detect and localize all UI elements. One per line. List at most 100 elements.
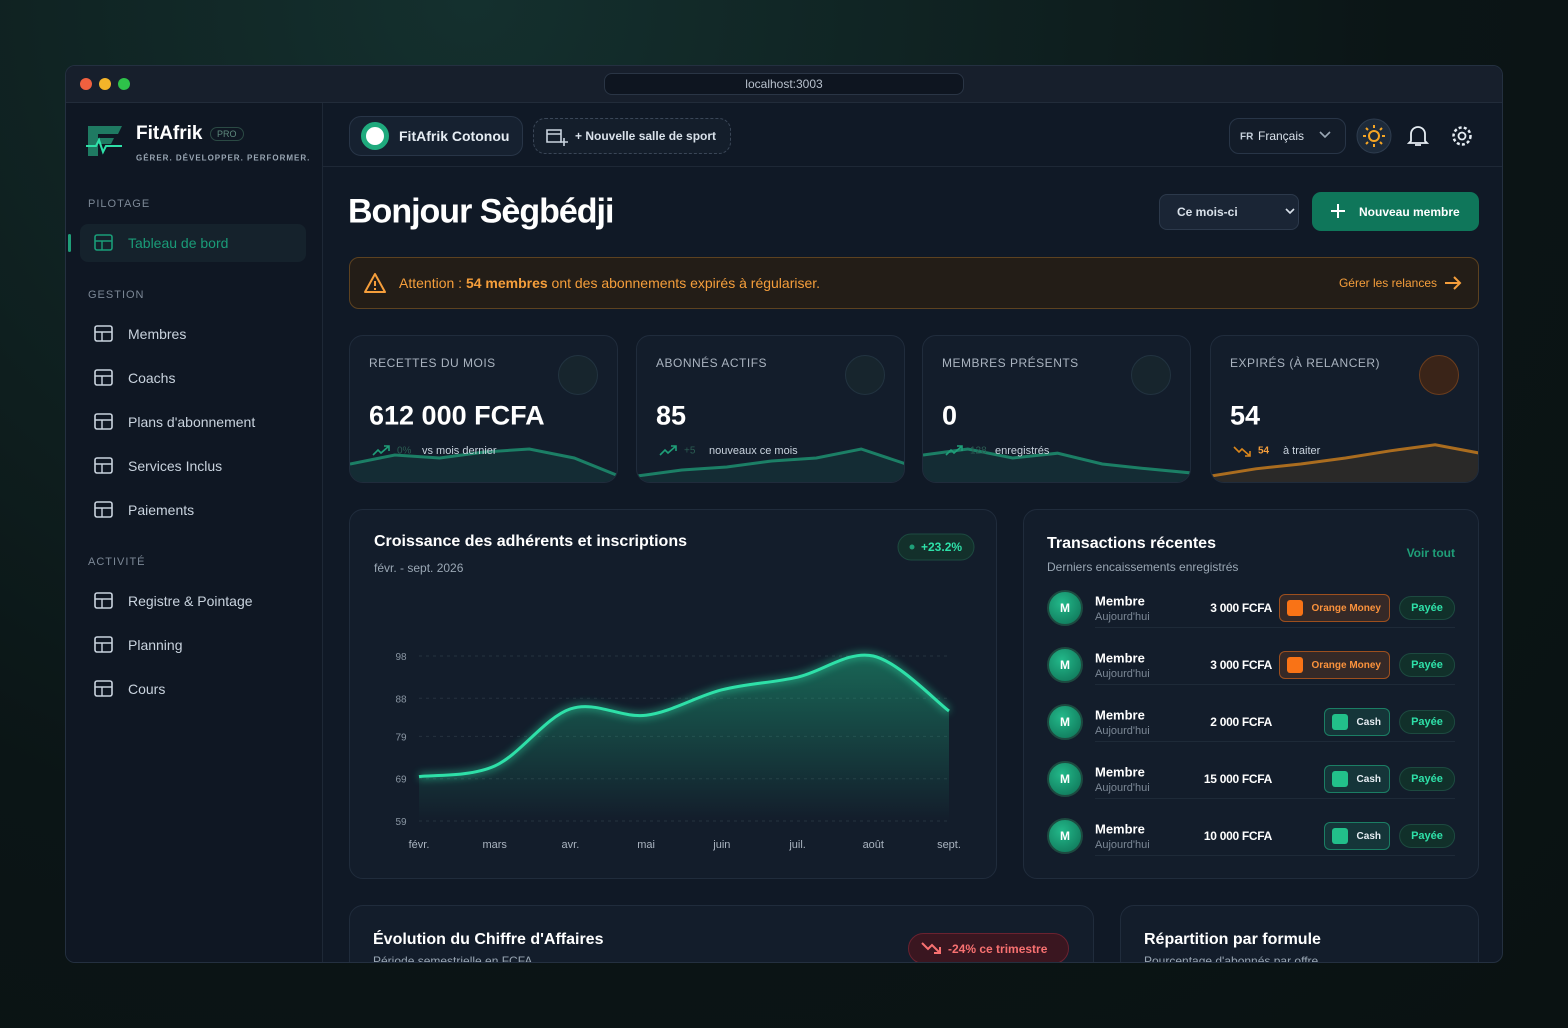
icon-shape <box>94 369 113 386</box>
amount: 3 000 FCFA <box>1210 601 1272 615</box>
chevron <box>1319 131 1331 139</box>
greeting: Bonjour Sègbédji <box>348 192 614 231</box>
x-tick-label: avr. <box>562 839 580 851</box>
amount: 3 000 FCFA <box>1210 658 1272 672</box>
period-select[interactable] <box>1159 194 1299 230</box>
nav-item[interactable]: Membres <box>128 326 187 342</box>
kpi-value: 54 <box>1230 400 1261 431</box>
gym-logo <box>361 122 389 150</box>
minimize-dot[interactable] <box>99 78 111 90</box>
icon-shape <box>95 331 112 341</box>
notifications[interactable] <box>1407 124 1429 148</box>
nav-item[interactable]: Coachs <box>128 370 176 386</box>
y-tick-label: 88 <box>395 694 407 705</box>
new-gym-button[interactable] <box>533 118 731 154</box>
kpi-note: à traiter <box>1283 445 1321 457</box>
kpi-icon <box>1419 355 1459 395</box>
icon-shape <box>94 501 113 518</box>
kpi-icon <box>845 355 885 395</box>
icon-shape <box>94 457 113 474</box>
kpi-value: 85 <box>656 400 687 431</box>
avatar <box>1047 818 1083 854</box>
growth-card: Croissance des adhérents et inscriptions… <box>349 509 997 879</box>
nav-icon <box>94 680 113 697</box>
nav-item[interactable]: Registre & Pointage <box>128 593 253 609</box>
sparkline <box>637 447 904 482</box>
gym-name: FitAfrik Cotonou <box>399 128 510 144</box>
chevron <box>1285 208 1295 215</box>
kpi-delta: 128 <box>970 445 987 457</box>
kpi-delta: 0% <box>397 445 412 457</box>
alert-prefix: Attention : <box>399 275 463 291</box>
maximize-dot[interactable] <box>118 78 130 90</box>
avatar-initial: M <box>1060 715 1070 729</box>
nav-section-title: ACTIVITÉ <box>88 556 146 568</box>
date: Aujourd'hui <box>1095 839 1150 851</box>
alert-action[interactable]: Gérer les relances <box>1338 276 1437 290</box>
avatar <box>1047 761 1083 797</box>
sparkline <box>923 447 1190 482</box>
status-badge: Payée <box>1399 596 1455 620</box>
nav-item[interactable]: Plans d'abonnement <box>128 414 256 430</box>
icon-shape <box>94 234 113 251</box>
method-icon <box>1332 771 1348 787</box>
date: Aujourd'hui <box>1095 611 1150 623</box>
url-bar[interactable] <box>604 73 964 95</box>
amount: 2 000 FCFA <box>1210 715 1272 729</box>
settings[interactable] <box>1450 124 1474 148</box>
distribution-title: Répartition par formule <box>1144 931 1321 948</box>
theme-toggle[interactable] <box>1356 118 1392 154</box>
sparkline-area <box>1211 444 1478 482</box>
icon-shape <box>945 445 963 456</box>
method-icon <box>1332 828 1348 844</box>
nav-icon <box>94 636 113 653</box>
nav-item[interactable]: Paiements <box>128 502 195 518</box>
nav-item[interactable]: Services Inclus <box>128 458 223 474</box>
kpi-value: 612 000 FCFA <box>369 400 545 431</box>
icon-shape <box>95 240 112 250</box>
kpi-icon <box>558 355 598 395</box>
x-tick-label: févr. <box>409 839 430 851</box>
distribution-subtitle: Pourcentage d'abonnés par offre <box>1144 954 1319 963</box>
growth-badge <box>897 533 975 561</box>
icon-shape <box>95 598 112 608</box>
amount: 10 000 FCFA <box>1203 829 1272 843</box>
sparkline-line <box>923 447 1190 475</box>
chart-title: Croissance des adhérents et inscriptions <box>374 533 687 550</box>
language-code: FR <box>1240 131 1254 143</box>
trend-icon <box>659 445 677 456</box>
row-divider <box>1095 855 1455 856</box>
kpi-label: MEMBRES PRÉSENTS <box>942 356 1079 370</box>
y-tick-label: 98 <box>395 652 407 663</box>
x-tick-label: sept. <box>937 839 961 851</box>
icon-shape <box>95 419 112 429</box>
member-name: Membre <box>1095 650 1145 666</box>
trend-icon <box>1233 446 1251 457</box>
close-dot[interactable] <box>80 78 92 90</box>
icon-shape <box>94 680 113 697</box>
icon-shape <box>1233 446 1251 457</box>
icon-shape <box>94 413 113 430</box>
browser-window: localhost:3003 FitAfrik PRO GÉRER. DÉVEL… <box>65 65 1503 963</box>
nav-item[interactable]: Planning <box>128 637 183 653</box>
icon-shape <box>95 507 112 517</box>
member-name: Membre <box>1095 593 1145 609</box>
nav-active-bg <box>80 224 306 262</box>
nav-icon <box>94 501 113 518</box>
nav-item[interactable]: Tableau de bord <box>128 235 229 251</box>
line <box>418 653 950 779</box>
nav-item[interactable]: Cours <box>128 681 166 697</box>
sparkline-line <box>637 447 904 478</box>
transactions-subtitle: Derniers encaissements enregistrés <box>1047 560 1239 574</box>
trend-icon <box>945 445 963 456</box>
method-icon <box>1287 657 1303 673</box>
x-tick-label: juin <box>712 839 730 851</box>
avatar <box>1047 590 1083 626</box>
kpi-value: 0 <box>942 400 958 431</box>
avatar-initial: M <box>1060 772 1070 786</box>
member-name: Membre <box>1095 821 1145 837</box>
icon-shape <box>95 686 112 696</box>
y-tick-label: 79 <box>395 732 407 743</box>
see-all[interactable]: Voir tout <box>1406 546 1455 560</box>
payment-method: Orange Money <box>1278 651 1390 679</box>
